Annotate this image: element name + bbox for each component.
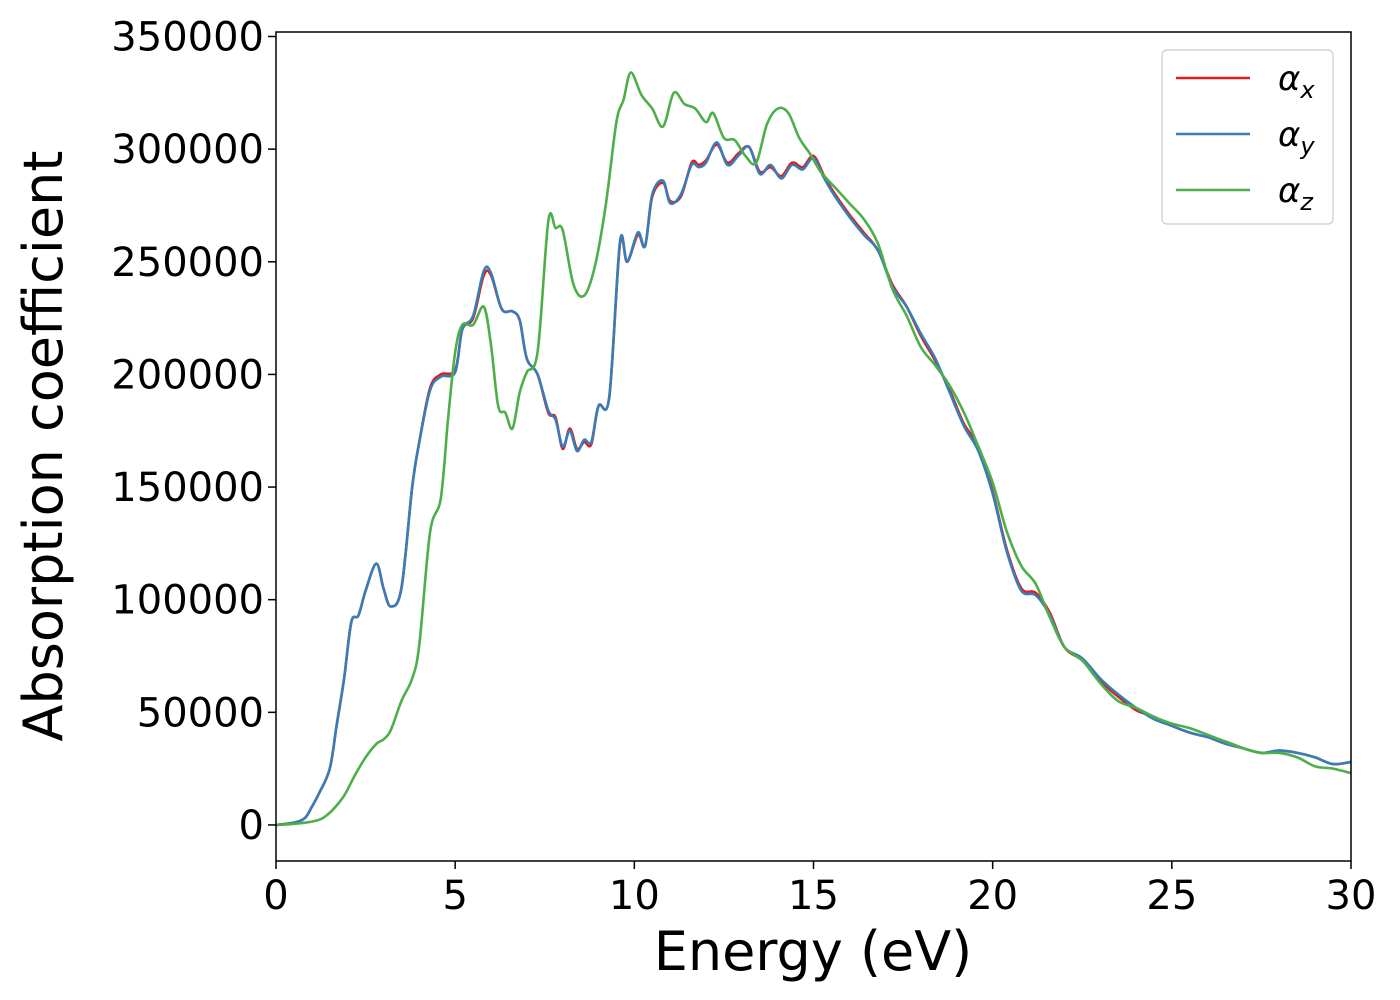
y-tick-label: 0 bbox=[239, 803, 264, 849]
y-tick-label: 350000 bbox=[111, 15, 264, 61]
x-tick-label: 5 bbox=[442, 873, 467, 919]
x-tick-label: 15 bbox=[788, 873, 839, 919]
y-axis-label: Absorption coefficient bbox=[12, 151, 75, 742]
x-axis-label: Energy (eV) bbox=[654, 920, 973, 983]
legend-box bbox=[1161, 49, 1334, 225]
series-line-x bbox=[275, 143, 1352, 827]
x-tick-label: 25 bbox=[1146, 873, 1197, 919]
series-line-z bbox=[275, 71, 1352, 827]
y-tick-label: 50000 bbox=[137, 690, 264, 736]
y-tick-label: 250000 bbox=[111, 240, 264, 286]
legend: αx αy αz bbox=[1161, 49, 1334, 225]
y-axis-ticks: 0 50000 100000 150000 200000 250000 300000 3500… bbox=[111, 15, 276, 849]
plot-frame bbox=[275, 31, 1352, 862]
x-tick-label: 20 bbox=[967, 873, 1018, 919]
x-tick-label: 10 bbox=[609, 873, 660, 919]
y-tick-label: 200000 bbox=[111, 352, 264, 398]
legend-label-z: αz bbox=[1278, 171, 1314, 216]
legend-label-x: αx bbox=[1278, 59, 1315, 104]
series-layer bbox=[275, 71, 1352, 827]
y-tick-label: 150000 bbox=[111, 465, 264, 511]
x-tick-label: 0 bbox=[263, 873, 288, 919]
y-tick-label: 100000 bbox=[111, 578, 264, 624]
y-tick-label: 300000 bbox=[111, 127, 264, 173]
series-line-y bbox=[275, 141, 1352, 827]
legend-label-y: αy bbox=[1278, 115, 1315, 160]
x-tick-label: 30 bbox=[1326, 873, 1377, 919]
x-axis-ticks: 0 5 10 15 20 25 30 bbox=[263, 861, 1376, 919]
